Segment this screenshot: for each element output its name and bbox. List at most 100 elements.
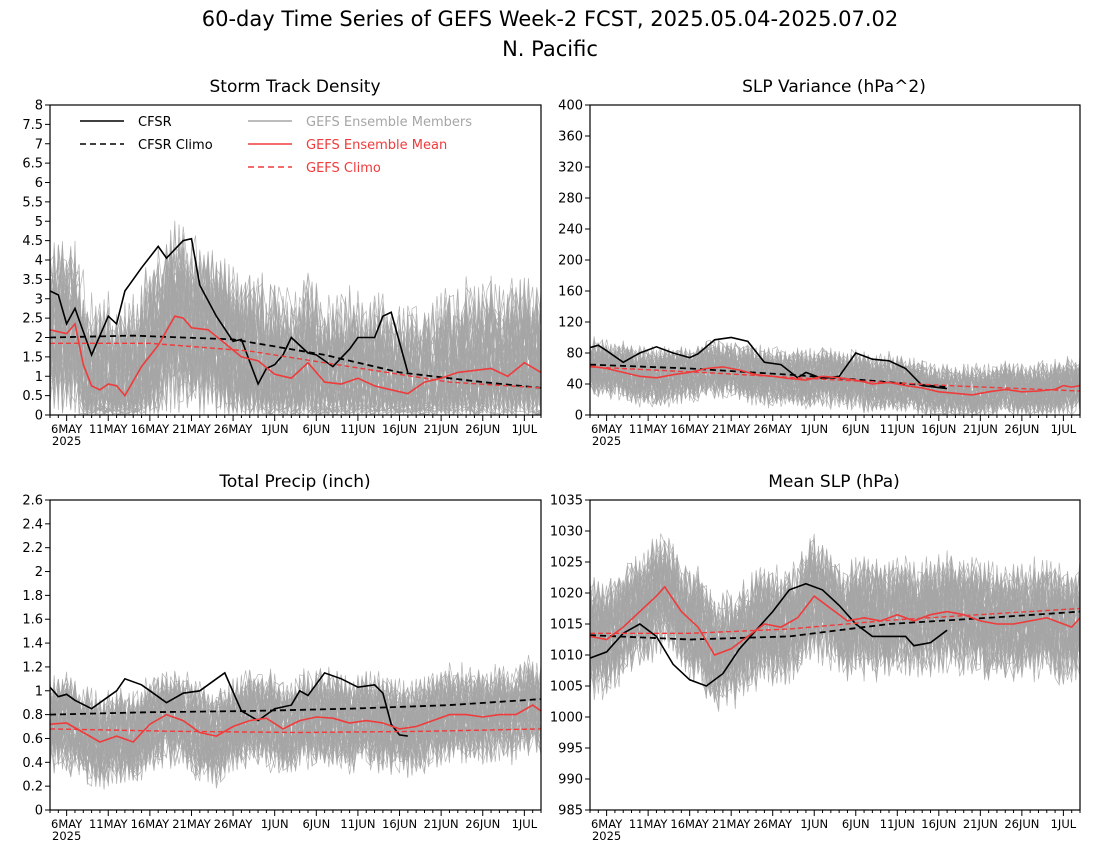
x-tick-label: 16JUN (382, 422, 417, 436)
x-tick-label: 21JUN (963, 817, 998, 831)
ensemble-member-line (590, 557, 1080, 697)
x-tick-label: 1JUN (800, 817, 828, 831)
x-tick-label: 1JUL (512, 422, 538, 436)
x-tick-label: 16MAY (670, 422, 710, 436)
ensemble-member-line (50, 235, 541, 415)
ensemble-members (590, 533, 1080, 712)
series-line-gefs-climo (590, 607, 1080, 634)
ensemble-member-line (50, 668, 541, 786)
x-tick-label: 16MAY (131, 817, 171, 831)
ensemble-members (50, 220, 541, 415)
x-tick-label: 6JUN (302, 817, 330, 831)
x-tick-label: 21MAY (172, 422, 212, 436)
y-tick-label: 1035 (550, 494, 583, 509)
y-tick-label: 80 (566, 347, 583, 362)
legend-label-ensemble-mean: GEFS Ensemble Mean (306, 138, 447, 153)
x-tick-label: 26JUN (1004, 422, 1039, 436)
x-tick-label: 6JUN (842, 817, 870, 831)
ensemble-member-line (50, 669, 541, 775)
ensemble-member-line (590, 346, 1080, 415)
ensemble-member-line (590, 548, 1080, 703)
ensemble-member-line (590, 548, 1080, 700)
y-tick-label: 0 (575, 409, 583, 424)
y-tick-label: 2.5 (22, 312, 43, 327)
x-tick-label: 26JUN (1004, 817, 1039, 831)
x-axis: 6MAY 11MAY 16MAY 21MAY 26MAY 1JUN 6JUN 11JUN 16J… (49, 415, 542, 448)
y-tick-label: 160 (558, 285, 583, 300)
y-tick-label: 2 (35, 331, 43, 346)
x-tick-label: 6MAY (51, 422, 83, 436)
y-tick-label: 2.6 (22, 494, 43, 509)
x-tick-label: 26JUN (465, 422, 500, 436)
y-tick-label: 5 (35, 215, 43, 230)
x-tick-label: 6MAY (51, 817, 83, 831)
x-axis-year-label: 2025 (52, 829, 81, 843)
x-tick-label: 6JUN (842, 422, 870, 436)
mean-slp-plot: 985 990 995 1000 1005 1010 1015 1020 1025 1030 103… (550, 494, 1081, 843)
x-tick-label: 26MAY (753, 817, 793, 831)
x-tick-label: 21MAY (712, 817, 752, 831)
y-tick-label: 3 (35, 292, 43, 307)
figure-title: 60-day Time Series of GEFS Week-2 FCST, … (202, 7, 899, 31)
y-tick-label: 7 (35, 137, 43, 152)
x-tick-label: 11JUN (340, 422, 375, 436)
ensemble-member-line (590, 554, 1080, 703)
y-tick-label: 1005 (550, 680, 583, 695)
ensemble-member-line (590, 538, 1080, 687)
series-line-cfsr-climo (590, 610, 1080, 641)
panel-title-storm-track-density: Storm Track Density (209, 77, 380, 97)
ensemble-member-line (50, 666, 541, 779)
x-tick-label: 16JUN (921, 422, 956, 436)
x-tick-label: 1JUN (261, 817, 289, 831)
x-tick-label: 11MAY (629, 422, 669, 436)
x-tick-label: 6MAY (591, 422, 623, 436)
y-tick-label: 0.2 (22, 780, 43, 795)
y-tick-label: 4.5 (22, 234, 43, 249)
series-line-cfsr (50, 237, 409, 386)
y-tick-label: 1.6 (22, 613, 43, 628)
x-tick-label: 1JUL (512, 817, 538, 831)
x-tick-label: 21JUN (963, 422, 998, 436)
x-tick-label: 21JUN (424, 422, 459, 436)
series-line-gefs-ensemble-mean (50, 315, 541, 397)
x-tick-label: 6JUN (302, 422, 330, 436)
y-tick-label: 2.4 (22, 517, 43, 532)
y-tick-label: 5.5 (22, 195, 43, 210)
x-tick-label: 11JUN (880, 817, 915, 831)
x-tick-label: 11MAY (89, 817, 129, 831)
series-line-gefs-climo (50, 728, 541, 734)
x-tick-label: 16JUN (921, 817, 956, 831)
plot-area (590, 336, 1080, 415)
ensemble-member-line (50, 666, 541, 781)
legend-label-cfsr-climo: CFSR Climo (138, 138, 213, 153)
y-tick-label: 1.8 (22, 589, 43, 604)
ensemble-member-line (50, 671, 541, 772)
y-tick-label: 0.4 (22, 756, 43, 771)
y-tick-label: 6 (35, 176, 43, 191)
series-line-gefs-climo (590, 366, 1080, 392)
x-tick-label: 11JUN (880, 422, 915, 436)
legend-label-ensemble-members: GEFS Ensemble Members (306, 115, 472, 130)
y-tick-label: 200 (558, 254, 583, 269)
panel-storm-track-density: Storm Track Density 0 0.5 1 1.5 2 2.5 3 3.5 4 4.5… (22, 77, 542, 448)
y-tick-label: 4 (35, 254, 43, 269)
y-tick-label: 240 (558, 223, 583, 238)
y-tick-label: 990 (558, 773, 583, 788)
y-tick-label: 0 (35, 409, 43, 424)
series-line-cfsr-climo (50, 698, 541, 716)
series-line-gefs-ensemble-mean (50, 704, 541, 743)
x-tick-label: 26MAY (753, 422, 793, 436)
ensemble-member-line (590, 560, 1080, 697)
x-tick-label: 1JUL (1051, 422, 1077, 436)
plot-area (50, 220, 541, 415)
x-tick-label: 6MAY (591, 817, 623, 831)
plot-area (590, 533, 1080, 712)
y-tick-label: 1.4 (22, 637, 43, 652)
x-axis: 6MAY 11MAY 16MAY 21MAY 26MAY 1JUN 6JUN 11JUN 16J… (49, 810, 542, 843)
x-tick-label: 21MAY (712, 422, 752, 436)
ensemble-member-line (50, 241, 541, 415)
x-tick-label: 11MAY (629, 817, 669, 831)
y-axis: 0 40 80 120 160 200 240 280 320 360 400 (558, 99, 590, 424)
legend-label-cfsr: CFSR (138, 115, 172, 130)
